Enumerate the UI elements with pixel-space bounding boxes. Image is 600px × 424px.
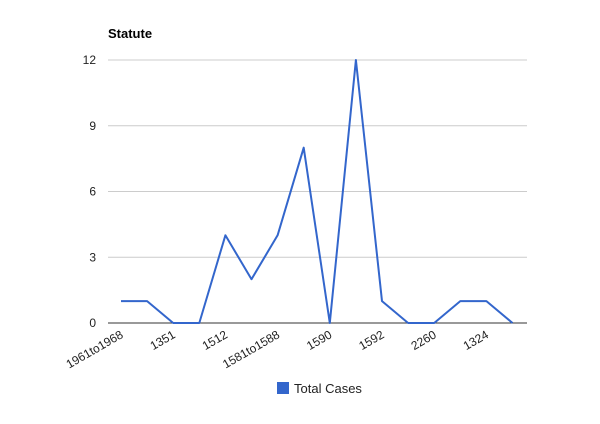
legend[interactable]: Total Cases	[277, 381, 362, 396]
data-point[interactable]	[405, 320, 411, 326]
data-point[interactable]	[431, 320, 437, 326]
data-point[interactable]	[196, 320, 202, 326]
y-axis-tick-labels: 0 3 6 9 12	[83, 53, 97, 330]
series-line-total-cases[interactable]	[121, 59, 514, 324]
data-point[interactable]	[379, 298, 385, 304]
chart-title: Statute	[108, 26, 152, 41]
data-point[interactable]	[327, 320, 333, 326]
series-group	[118, 57, 516, 326]
y-tick-label: 3	[89, 250, 96, 264]
x-tick-label: 1512	[200, 327, 230, 353]
x-tick-label: 1351	[148, 327, 178, 353]
data-point[interactable]	[301, 145, 307, 151]
y-tick-label: 12	[83, 53, 97, 67]
x-tick-label: 1324	[461, 327, 491, 353]
x-tick-label: 2260	[409, 327, 439, 353]
x-tick-label: 1590	[304, 327, 334, 353]
legend-label: Total Cases	[294, 381, 362, 396]
data-point[interactable]	[457, 298, 463, 304]
x-tick-label: 1592	[356, 327, 386, 353]
y-tick-label: 0	[89, 316, 96, 330]
data-point[interactable]	[249, 276, 255, 282]
data-point[interactable]	[144, 298, 150, 304]
data-point[interactable]	[483, 298, 489, 304]
y-tick-label: 9	[89, 119, 96, 133]
data-point[interactable]	[118, 298, 124, 304]
gridlines	[108, 59, 527, 324]
x-tick-label: 1961to1968	[64, 327, 126, 371]
data-point[interactable]	[275, 232, 281, 238]
data-point[interactable]	[170, 320, 176, 326]
x-tick-label: 1581to1588	[220, 327, 282, 371]
y-tick-label: 6	[89, 185, 96, 199]
data-point[interactable]	[510, 320, 516, 326]
data-point[interactable]	[353, 57, 359, 63]
data-point[interactable]	[222, 232, 228, 238]
legend-swatch	[277, 382, 289, 394]
